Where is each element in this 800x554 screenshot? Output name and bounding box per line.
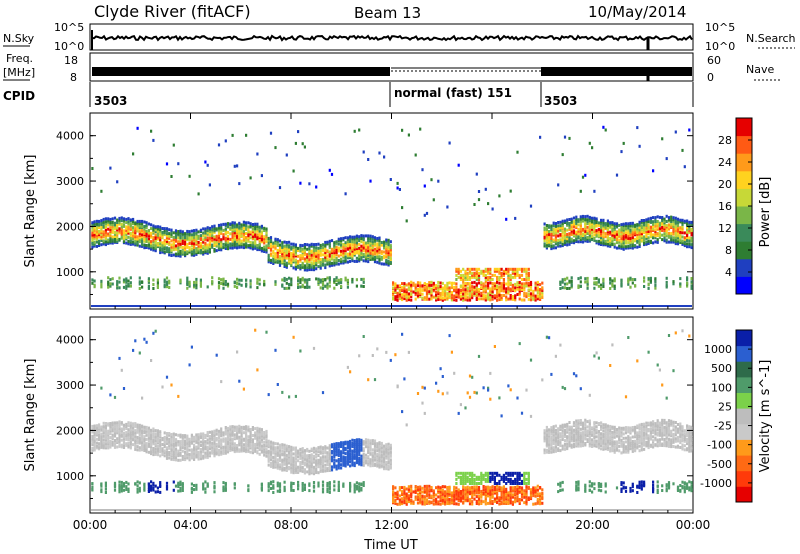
colorbar-tick-label: -1000 — [700, 477, 732, 490]
nsearch-label: N.Search — [746, 32, 796, 45]
colorbar-swatch — [736, 439, 752, 456]
x-tick-label: 16:00 — [475, 518, 510, 532]
x-tick-label: 00:00 — [73, 518, 108, 532]
nsearch-tick-bottom: 10^0 — [705, 40, 735, 53]
colorbar-swatch — [736, 135, 752, 154]
y-tick-label: 4000 — [56, 334, 84, 347]
colorbar-swatch — [736, 153, 752, 172]
colorbar-tick-label: 4 — [725, 266, 732, 279]
freq-tick-top: 18 — [64, 54, 78, 67]
nsky-label: N.Sky — [3, 32, 35, 45]
colorbar-tick-label: 1000 — [704, 343, 732, 356]
freq-unit: [MHz] — [3, 66, 35, 79]
cpid-seg-2: 3503 — [544, 94, 577, 108]
freq-strip: Freq. [MHz] 18 8 60 0 Nave — [3, 52, 780, 84]
xlabel: Time UT — [363, 538, 417, 553]
nsky-trace — [91, 34, 693, 42]
nsky-tick-top: 10^5 — [54, 21, 84, 34]
date-title: 10/May/2014 — [588, 3, 686, 21]
colorbar-swatch — [736, 423, 752, 440]
colorbar-swatch — [736, 470, 752, 487]
y-tick-label: 4000 — [56, 130, 84, 143]
colorbar-swatch — [736, 486, 752, 503]
colorbar-swatch — [736, 206, 752, 225]
y-tick-label: 2000 — [56, 424, 84, 437]
freq-tick-bottom: 8 — [70, 71, 77, 84]
colorbar-swatch — [736, 330, 752, 347]
power-panel: 1000 2000 3000 4000 Slant Range [km] — [23, 112, 694, 310]
x-tick-label: 12:00 — [374, 518, 409, 532]
power-y-axis: 1000 2000 3000 4000 — [56, 112, 693, 295]
nsearch-tick-top: 10^5 — [705, 21, 735, 34]
colorbar-tick-label: 8 — [725, 244, 732, 257]
y-tick-label: 3000 — [56, 379, 84, 392]
colorbar-tick-label: 12 — [718, 222, 732, 235]
colorbar-tick-label: 24 — [718, 156, 732, 169]
colorbar-swatch — [736, 408, 752, 425]
x-tick-label: 20:00 — [575, 518, 610, 532]
colorbar-tick-label: 28 — [718, 134, 732, 147]
beam-title: Beam 13 — [354, 4, 421, 22]
colorbar-swatch — [736, 392, 752, 409]
colorbar-swatch — [736, 276, 752, 295]
power-colorbar: 4 8 12 16 20 24 28 — [718, 117, 753, 295]
colorbar-tick-label: 25 — [718, 400, 732, 413]
colorbar-swatch — [736, 188, 752, 207]
y-tick-label: 3000 — [56, 175, 84, 188]
colorbar-swatch — [736, 241, 752, 260]
y-tick-label: 2000 — [56, 220, 84, 233]
power-x-axis — [89, 113, 694, 309]
y-tick-label: 1000 — [56, 470, 84, 483]
power-colorbar-label: Power [dB] — [758, 177, 773, 248]
nsky-tick-bottom: 10^0 — [54, 40, 84, 53]
x-tick-label: 04:00 — [173, 518, 208, 532]
colorbar-swatch — [736, 223, 752, 242]
colorbar-swatch — [736, 170, 752, 189]
colorbar-tick-label: 500 — [711, 362, 732, 375]
colorbar-swatch — [736, 455, 752, 472]
colorbar-tick-label: 100 — [711, 381, 732, 394]
y-tick-label: 1000 — [56, 266, 84, 279]
velocity-x-axis: 00:00 04:00 08:00 12:00 16:00 20:00 00:00 — [73, 317, 711, 532]
colorbar-tick-label: -25 — [714, 420, 732, 433]
colorbar-swatch — [736, 118, 752, 137]
x-tick-label: 00:00 — [676, 518, 711, 532]
station-title: Clyde River (fitACF) — [94, 2, 251, 21]
colorbar-swatch — [736, 345, 752, 362]
cpid-label: CPID — [3, 89, 35, 103]
colorbar-swatch — [736, 258, 752, 277]
velocity-panel: 1000 2000 3000 4000 00:00 04:00 08:00 12:00 16:… — [23, 316, 711, 553]
x-tick-label: 08:00 — [274, 518, 309, 532]
colorbar-swatch — [736, 361, 752, 378]
colorbar-swatch — [736, 376, 752, 393]
velocity-colorbar-label: Velocity [m s^-1] — [758, 360, 773, 473]
cpid-seg-1: normal (fast) 151 — [394, 86, 512, 100]
nave-tick-top: 60 — [707, 54, 721, 67]
velocity-colorbar: 1000 500 100 25 -25 -100 -500 -1000 — [700, 329, 753, 503]
nave-tick-bottom: 0 — [707, 71, 714, 84]
power-ylabel: Slant Range [km] — [23, 155, 38, 268]
nsky-strip: N.Sky 10^5 10^0 10^5 10^0 N.Search — [3, 21, 796, 53]
colorbar-tick-label: 16 — [718, 200, 732, 213]
cpid-seg-0: 3503 — [94, 94, 127, 108]
velocity-y-axis: 1000 2000 3000 4000 — [56, 316, 693, 499]
velocity-ylabel: Slant Range [km] — [23, 359, 38, 472]
colorbar-tick-label: -100 — [707, 439, 732, 452]
nave-label: Nave — [746, 63, 774, 76]
colorbar-tick-label: -500 — [707, 458, 732, 471]
cpid-strip: CPID 3503 normal (fast) 151 3503 — [3, 82, 694, 108]
freq-label: Freq. — [6, 52, 33, 65]
colorbar-tick-label: 20 — [718, 178, 732, 191]
velocity-heatmap-cells — [91, 328, 693, 511]
